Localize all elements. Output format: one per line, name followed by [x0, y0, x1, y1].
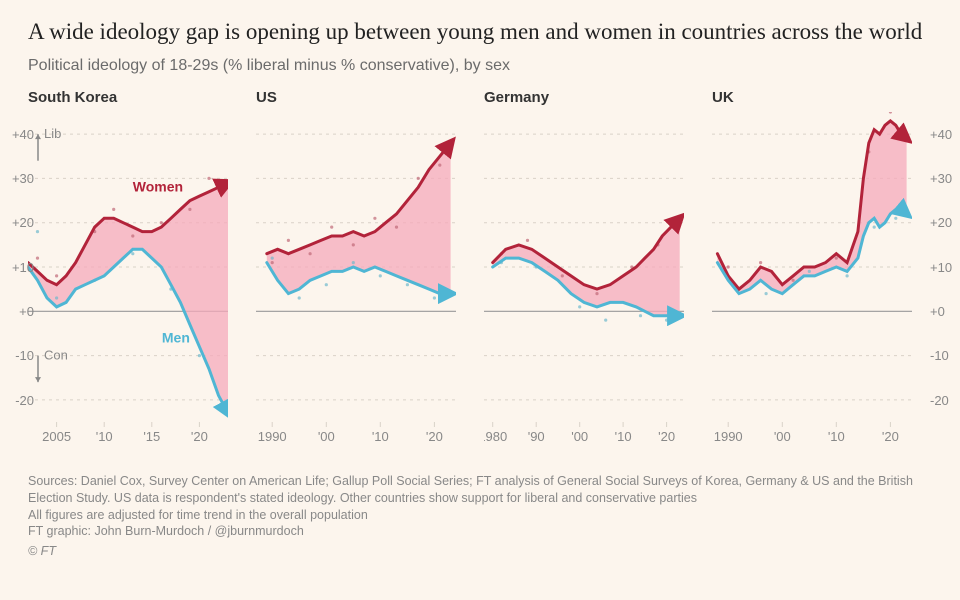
chart-panel-germany: Germany 1980 '90 '00 '10 '20: [484, 89, 704, 459]
footnotes: Sources: Daniel Cox, Survey Center on Am…: [28, 473, 932, 541]
women-label: Women: [133, 178, 183, 194]
y-axis-left: +40+30+20+10+0-10-20: [2, 113, 34, 423]
charts-row: South Korea2005'10'15'20WomenMenLibCon+4…: [28, 89, 932, 459]
svg-text:'20: '20: [426, 429, 443, 444]
chart-panel-south-korea: South Korea2005'10'15'20WomenMenLibCon+4…: [28, 89, 248, 459]
svg-text:1980: 1980: [484, 429, 507, 444]
copyright: © FT: [28, 544, 932, 558]
svg-text:'10: '10: [828, 429, 845, 444]
chart-panel-uk: UK1990'00'10'20+40+30+20+10+0-10-20: [712, 89, 932, 459]
svg-text:'90: '90: [528, 429, 545, 444]
svg-text:'00: '00: [318, 429, 335, 444]
panel-title: US: [256, 89, 476, 106]
men-label: Men: [162, 329, 190, 345]
svg-text:2005: 2005: [42, 429, 71, 444]
svg-text:'15: '15: [143, 429, 160, 444]
svg-text:'20: '20: [882, 429, 899, 444]
y-axis-right: +40+30+20+10+0-10-20: [930, 113, 960, 423]
chart-svg: 1980 '90 '00 '10 '20: [484, 112, 684, 448]
panel-title: UK: [712, 89, 932, 106]
svg-text:1990: 1990: [258, 429, 287, 444]
svg-text:'10: '10: [615, 429, 632, 444]
chart-svg: 1990 '00 '10 '20: [712, 112, 912, 448]
chart-subtitle: Political ideology of 18-29s (% liberal …: [28, 57, 932, 75]
svg-text:'10: '10: [96, 429, 113, 444]
gap-area: [267, 143, 451, 294]
chart-svg: 2005 '10 '15 '20 Women Men Lib Con: [28, 112, 228, 448]
chart-panel-us: US 1990 '00 '10 '20: [256, 89, 476, 459]
svg-text:'10: '10: [372, 429, 389, 444]
chart-svg: 1990 '00 '10 '20: [256, 112, 456, 448]
svg-text:'00: '00: [571, 429, 588, 444]
con-label: Con: [44, 347, 68, 362]
panel-title: Germany: [484, 89, 704, 106]
svg-text:'20: '20: [658, 429, 675, 444]
men-line: [717, 209, 906, 293]
chart-title: A wide ideology gap is opening up betwee…: [28, 18, 932, 47]
lib-label: Lib: [44, 126, 61, 141]
svg-text:'00: '00: [774, 429, 791, 444]
svg-text:'20: '20: [191, 429, 208, 444]
panel-title: South Korea: [28, 89, 248, 106]
svg-text:1990: 1990: [714, 429, 743, 444]
